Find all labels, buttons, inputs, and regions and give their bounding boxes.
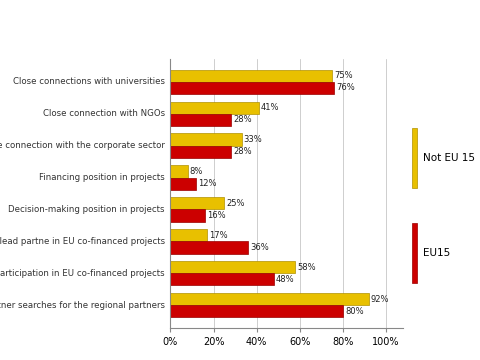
Text: 33%: 33% — [244, 135, 263, 144]
Bar — [170, 293, 369, 305]
Bar — [170, 102, 259, 114]
Bar — [170, 165, 188, 177]
FancyBboxPatch shape — [412, 128, 417, 188]
Text: Project participation: Project participation — [149, 22, 331, 40]
Text: 76%: 76% — [336, 83, 355, 92]
Text: 75%: 75% — [334, 71, 353, 80]
Text: 92%: 92% — [371, 295, 389, 304]
Bar — [170, 145, 231, 158]
Text: Close connection with the corporate sector: Close connection with the corporate sect… — [0, 141, 165, 150]
Bar — [170, 197, 224, 210]
Bar — [170, 273, 274, 285]
Text: 16%: 16% — [207, 211, 226, 220]
Bar — [170, 69, 332, 82]
Bar — [170, 177, 196, 190]
Text: Direct participation in EU co-financed projects: Direct participation in EU co-financed p… — [0, 269, 165, 278]
Text: Financing position in projects: Financing position in projects — [39, 173, 165, 182]
Text: Not EU 15: Not EU 15 — [423, 153, 475, 163]
Text: Partner searches for the regional partners: Partner searches for the regional partne… — [0, 301, 165, 310]
Text: 12%: 12% — [198, 179, 217, 188]
Bar — [170, 305, 343, 318]
Text: 80%: 80% — [345, 307, 364, 316]
Bar — [170, 114, 231, 126]
Text: 8%: 8% — [190, 167, 203, 176]
Text: 58%: 58% — [298, 263, 316, 272]
Text: Acts as a lead partne in EU co-financed projects: Acts as a lead partne in EU co-financed … — [0, 237, 165, 246]
Text: Close connections with universities: Close connections with universities — [12, 77, 165, 86]
FancyBboxPatch shape — [412, 223, 417, 283]
Text: 41%: 41% — [261, 103, 279, 112]
Text: EU15: EU15 — [423, 248, 451, 258]
Text: 17%: 17% — [209, 231, 228, 240]
Bar — [170, 229, 207, 242]
Text: Close connection with NGOs: Close connection with NGOs — [43, 109, 165, 118]
Text: 28%: 28% — [233, 147, 252, 156]
Text: 28%: 28% — [233, 115, 252, 124]
Bar — [170, 134, 241, 145]
Text: 48%: 48% — [276, 275, 295, 284]
Bar — [170, 210, 205, 222]
Bar — [170, 261, 295, 273]
Text: Decision-making position in projects: Decision-making position in projects — [8, 205, 165, 214]
Bar — [170, 242, 248, 253]
Text: 25%: 25% — [227, 199, 245, 208]
Text: 36%: 36% — [250, 243, 269, 252]
Bar — [170, 82, 334, 94]
